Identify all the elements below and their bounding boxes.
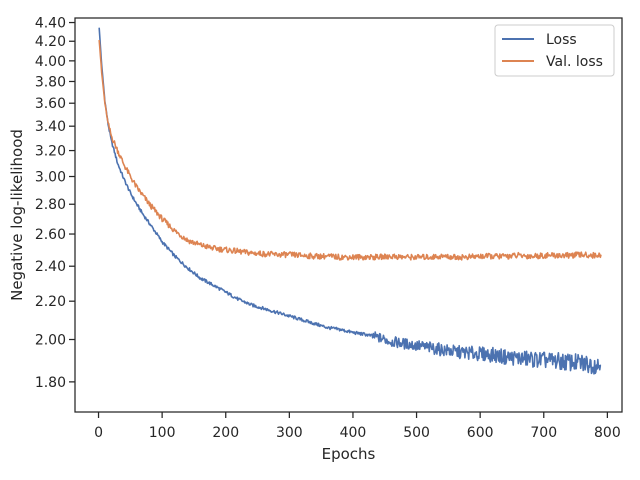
series-line-0 [98, 27, 602, 375]
y-tick-label: 3.00 [35, 170, 66, 186]
legend: Loss Val. loss [494, 24, 615, 77]
y-tick-label: 2.00 [35, 333, 66, 349]
y-tick-label: 4.40 [35, 16, 66, 32]
legend-box [494, 24, 615, 77]
legend-label-0: Loss [546, 32, 577, 48]
y-tick-label: 2.20 [35, 294, 66, 310]
y-tick-label: 4.20 [35, 34, 66, 50]
y-tick-label: 2.40 [35, 259, 66, 275]
x-tick-label: 400 [340, 425, 367, 441]
x-tick-label: 500 [403, 425, 430, 441]
legend-label-1: Val. loss [546, 54, 603, 70]
y-tick-label: 3.40 [35, 119, 66, 135]
x-tick-label: 600 [467, 425, 494, 441]
series-layer [98, 27, 602, 375]
x-tick-label: 700 [530, 425, 557, 441]
x-tick-label: 300 [276, 425, 303, 441]
plot-frame [74, 17, 623, 413]
x-tick-label: 800 [594, 425, 621, 441]
y-axis-label: Negative log-likelihood [8, 129, 26, 301]
x-tick-label: 200 [212, 425, 239, 441]
x-tick-label: 0 [94, 425, 103, 441]
x-tick-label: 100 [149, 425, 176, 441]
y-tick-label: 1.80 [35, 375, 66, 391]
y-axis: 1.80 2.00 2.20 2.40 2.60 2.80 3.00 3.20 3.40 3.60… [35, 16, 75, 391]
x-axis: 0 100 200 300 400 500 600 700 800 [94, 412, 621, 441]
series-line-1 [98, 39, 602, 261]
y-tick-label: 4.00 [35, 54, 66, 70]
y-tick-label: 3.20 [35, 144, 66, 160]
x-axis-label: Epochs [322, 445, 376, 463]
y-tick-label: 2.60 [35, 227, 66, 243]
y-tick-label: 2.80 [35, 197, 66, 213]
y-tick-label: 3.60 [35, 96, 66, 112]
y-tick-label: 3.80 [35, 74, 66, 90]
